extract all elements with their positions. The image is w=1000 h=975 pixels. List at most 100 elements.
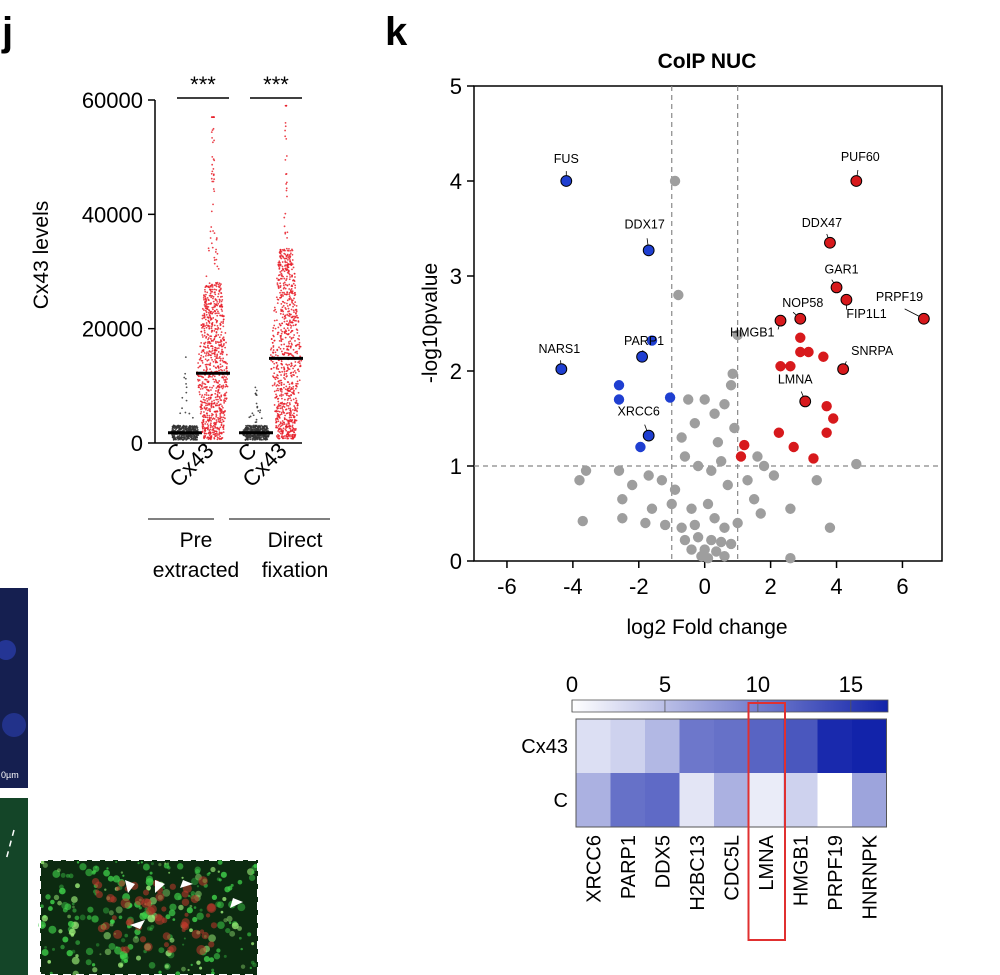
data-point	[198, 353, 200, 356]
data-point	[256, 406, 259, 409]
data-point	[292, 309, 295, 312]
data-point	[271, 329, 274, 332]
data-point	[212, 203, 214, 206]
data-point	[219, 327, 222, 330]
data-point	[191, 416, 194, 419]
data-point	[208, 325, 211, 328]
data-point	[201, 359, 204, 362]
heatmap-cell	[783, 773, 818, 828]
data-point	[208, 409, 211, 412]
data-point-ns	[692, 460, 704, 472]
data-point	[224, 346, 227, 349]
data-point	[283, 281, 286, 284]
data-point	[199, 357, 202, 359]
red-signal	[113, 929, 123, 939]
data-point	[220, 423, 223, 426]
data-point	[294, 397, 297, 400]
data-point	[277, 430, 279, 432]
lmna-highlight-box	[747, 702, 786, 941]
green-signal	[182, 943, 185, 946]
data-point	[244, 438, 247, 441]
data-point	[201, 307, 204, 310]
data-point	[280, 350, 283, 353]
heatmap-cell	[783, 719, 818, 774]
data-point	[213, 375, 216, 378]
data-point	[202, 425, 205, 428]
data-point	[283, 286, 286, 289]
data-point	[212, 230, 214, 232]
data-point	[282, 313, 285, 316]
data-point	[214, 358, 216, 361]
data-point	[217, 293, 220, 295]
data-point	[217, 333, 220, 336]
data-point	[207, 352, 210, 355]
green-signal	[66, 949, 73, 957]
data-point	[219, 435, 222, 438]
data-point	[211, 141, 214, 144]
data-point-up	[828, 413, 839, 424]
y-tick-label: 20000	[82, 317, 143, 342]
data-point	[276, 426, 279, 429]
data-point-ns	[689, 519, 701, 531]
data-point	[222, 411, 225, 414]
data-point	[255, 418, 258, 421]
data-point	[279, 284, 282, 287]
data-point	[215, 410, 217, 413]
data-point	[280, 402, 283, 405]
green-signal	[169, 937, 175, 943]
data-point	[292, 391, 295, 393]
data-point	[249, 429, 252, 431]
data-point	[216, 341, 219, 343]
data-point	[273, 390, 276, 393]
data-point	[286, 426, 289, 428]
data-point	[203, 382, 205, 385]
data-point-down	[646, 335, 658, 346]
data-point	[277, 420, 280, 423]
green-signal	[71, 956, 80, 965]
green-signal	[53, 894, 60, 901]
data-point	[273, 324, 276, 327]
red-signal	[184, 912, 189, 917]
data-point	[262, 437, 265, 439]
green-signal	[238, 936, 242, 940]
data-point	[282, 284, 285, 287]
data-point	[272, 346, 275, 348]
data-point	[276, 417, 279, 419]
data-point	[188, 435, 190, 437]
green-signal	[103, 932, 111, 940]
data-point	[214, 355, 216, 358]
data-point	[276, 387, 279, 390]
data-point	[188, 412, 191, 415]
green-signal	[169, 903, 177, 911]
data-point	[293, 334, 296, 336]
data-point	[210, 396, 212, 399]
data-point	[207, 363, 209, 366]
data-point	[286, 261, 288, 264]
data-point	[283, 225, 286, 228]
data-point	[205, 275, 208, 278]
data-point	[277, 285, 280, 288]
heatmap-cell	[576, 773, 611, 828]
data-point	[284, 336, 287, 339]
data-point-up	[821, 427, 832, 438]
data-point	[295, 314, 298, 317]
data-point	[291, 354, 294, 357]
data-point	[285, 181, 288, 184]
green-signal	[178, 904, 184, 911]
green-signal	[115, 906, 123, 914]
green-signal	[126, 925, 131, 929]
data-point	[283, 383, 285, 386]
data-point	[289, 313, 291, 316]
data-point	[255, 421, 258, 423]
data-point	[213, 284, 216, 287]
data-point	[219, 416, 222, 418]
data-point	[286, 437, 289, 440]
green-signal	[72, 905, 75, 909]
data-point	[249, 436, 252, 439]
data-point	[216, 385, 219, 388]
green-signal	[75, 954, 79, 958]
data-point	[286, 404, 288, 407]
data-point	[213, 288, 216, 291]
data-point	[212, 424, 215, 427]
heatmap-cell	[817, 773, 853, 828]
